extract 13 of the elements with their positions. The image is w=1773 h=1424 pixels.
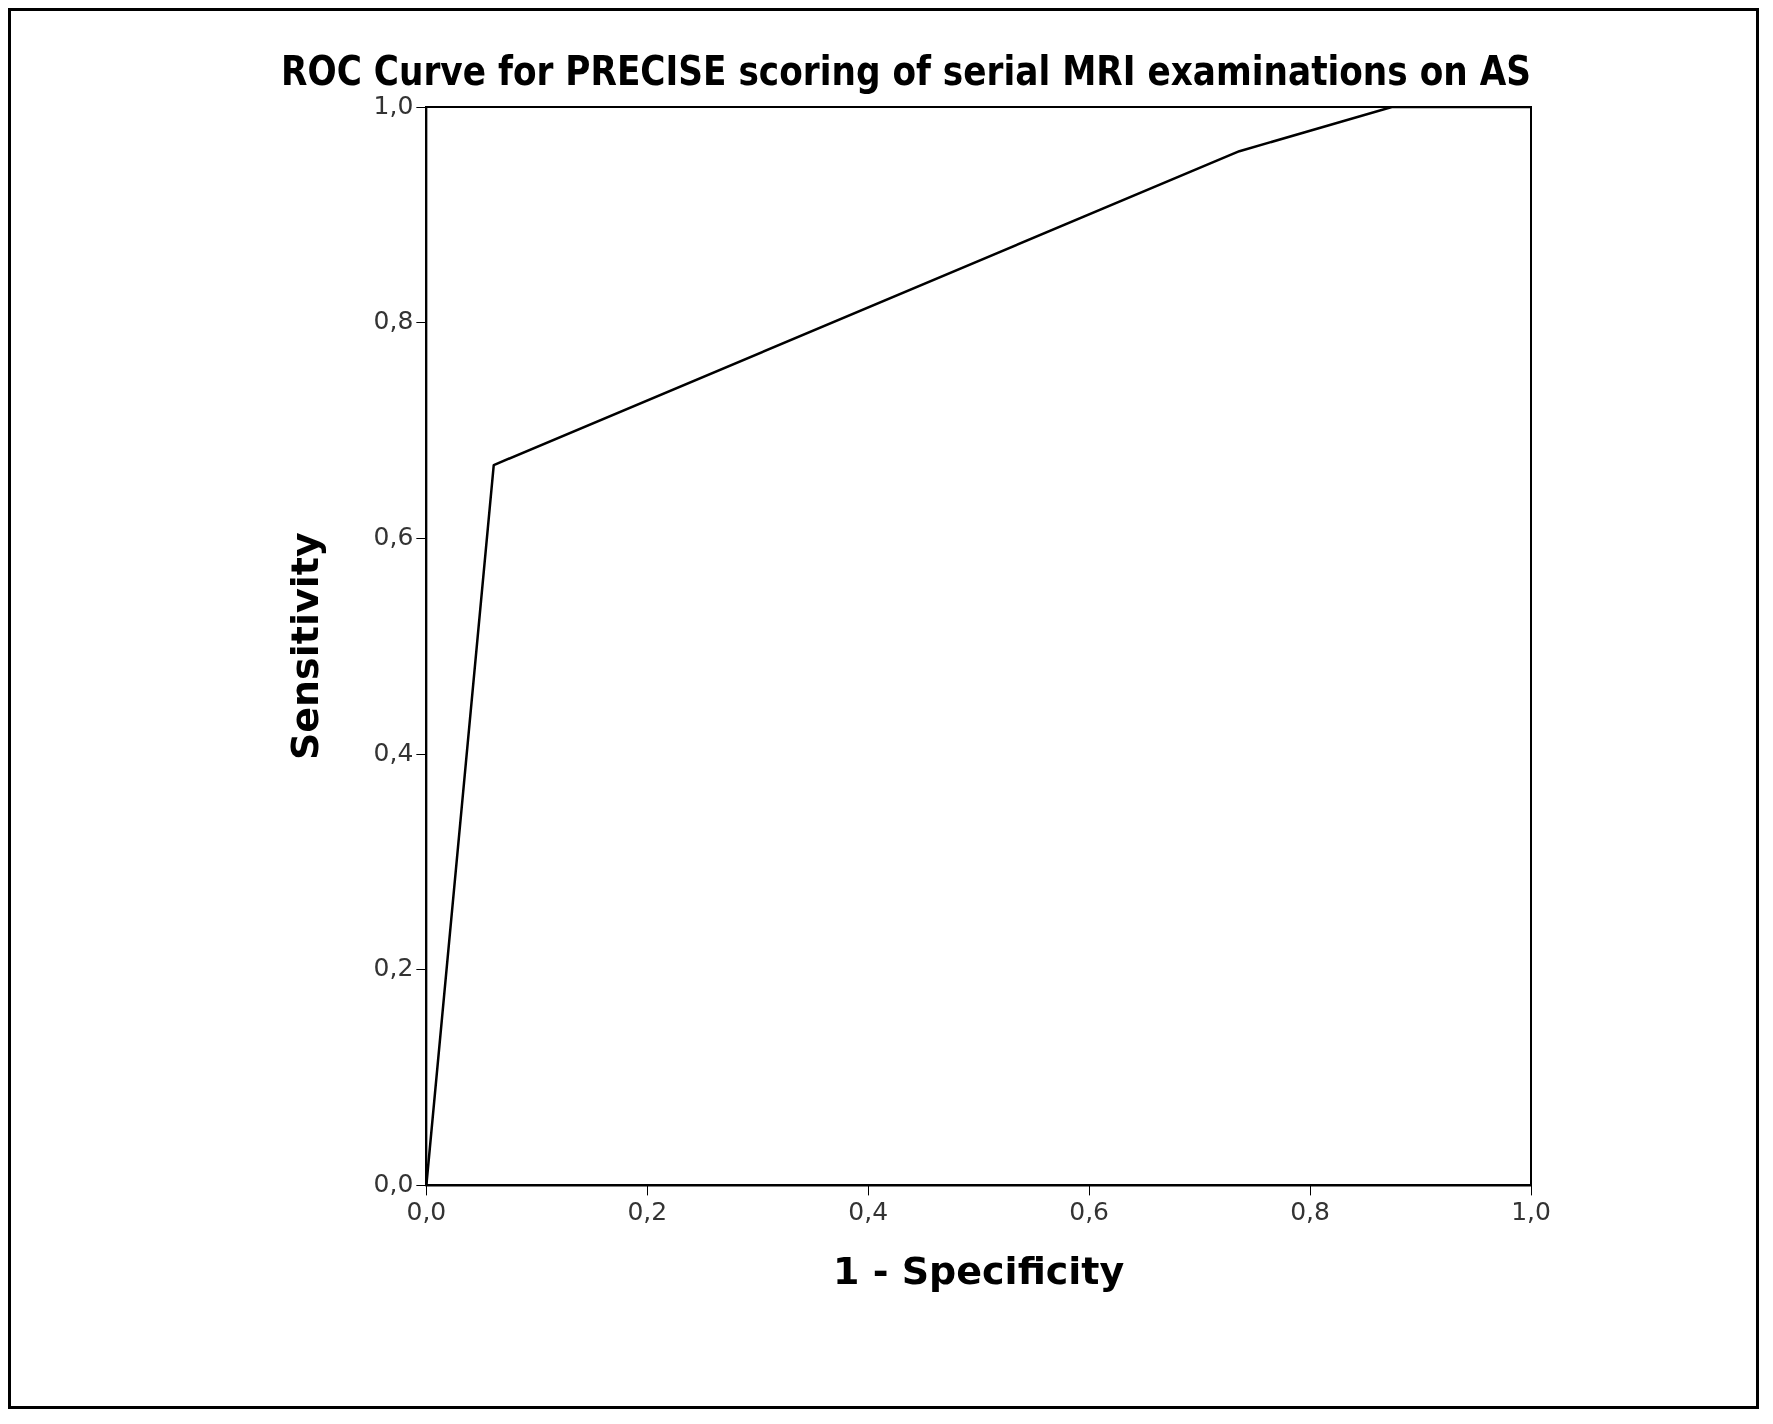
x-tick-label: 0,4 [848, 1196, 889, 1226]
y-tick-label: 0,4 [373, 737, 414, 767]
x-tick-label: 0,8 [1290, 1196, 1330, 1226]
x-tick-label: 0,0 [406, 1196, 447, 1226]
x-axis-title: 1 - Specificity [833, 1249, 1125, 1294]
x-tick-label: 1,0 [1511, 1196, 1551, 1226]
y-tick-label: 0,0 [373, 1168, 414, 1198]
x-tick-label: 0,6 [1069, 1196, 1110, 1226]
y-tick-label: 0,6 [373, 521, 414, 551]
y-tick-label: 0,2 [373, 953, 414, 983]
y-tick-label: 0,8 [373, 306, 414, 336]
x-tick-label: 0,2 [627, 1196, 668, 1226]
y-axis-title: Sensitivity [282, 532, 327, 761]
